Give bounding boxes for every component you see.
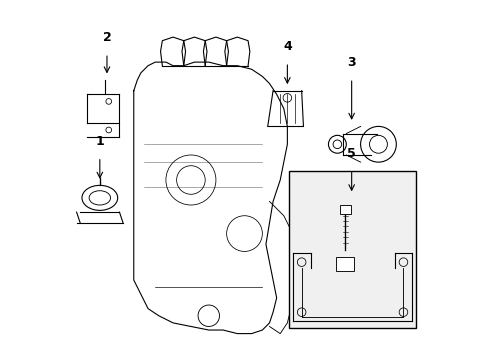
Bar <box>339 205 350 214</box>
Bar <box>336 257 354 271</box>
Text: 3: 3 <box>346 56 355 69</box>
Text: 2: 2 <box>102 31 111 44</box>
Bar <box>288 171 415 328</box>
Text: 4: 4 <box>283 40 291 53</box>
Text: 5: 5 <box>346 147 355 160</box>
Text: 1: 1 <box>95 135 104 148</box>
Bar <box>288 171 415 328</box>
